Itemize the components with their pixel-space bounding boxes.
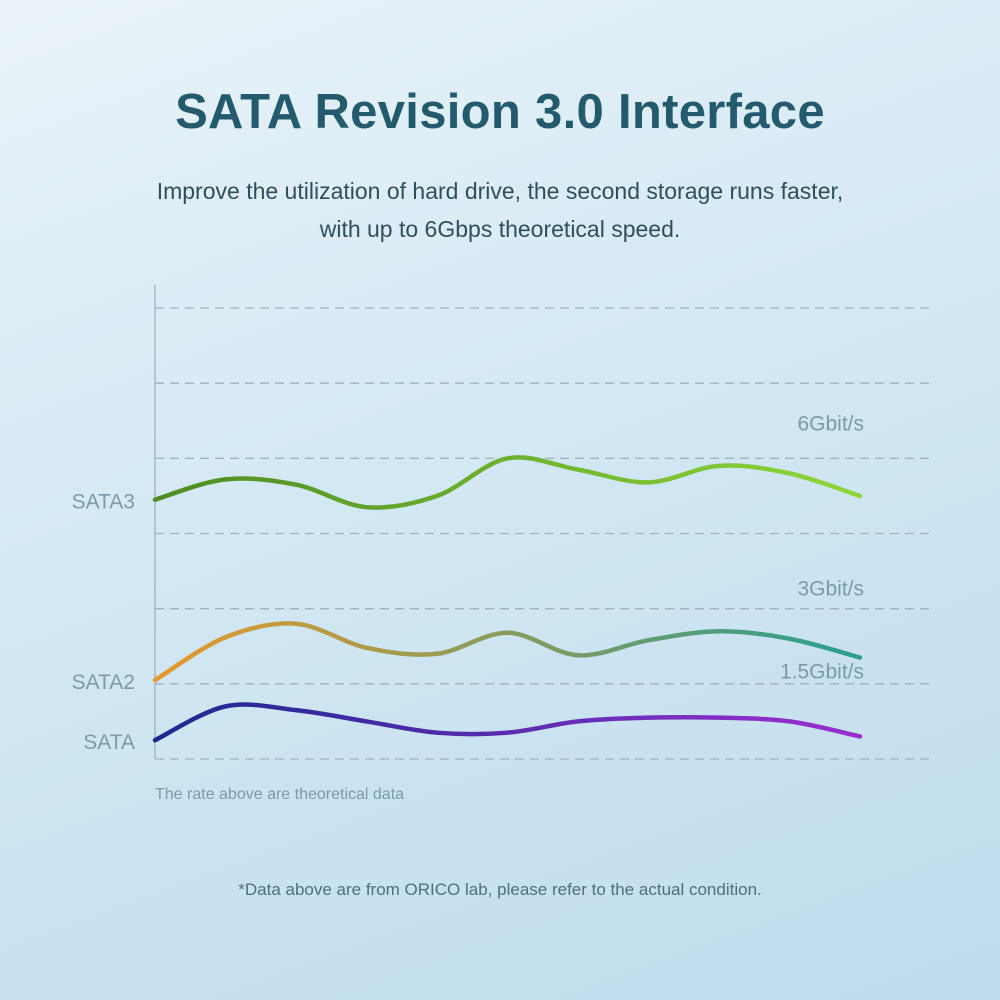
series-name-sata: SATA [83,731,135,754]
rate-label-sata3: 6Gbit/s [797,412,864,435]
label-layer: SATA3 6Gbit/s SATA2 3Gbit/s SATA 1.5Gbit/s [72,412,864,754]
series-name-sata2: SATA2 [72,671,135,694]
series-line-sata [152,702,863,743]
grid-layer [154,285,935,760]
subtitle-line-2: with up to 6Gbps theoretical speed. [319,216,681,242]
rate-label-sata2: 3Gbit/s [797,578,864,601]
theoretical-data-note: The rate above are theoretical data [155,786,405,803]
series-name-sata3: SATA3 [72,491,135,514]
series-line-sata3 [152,455,863,510]
series-layer [152,455,863,743]
page-title: SATA Revision 3.0 Interface [175,85,825,139]
series-line-sata2 [152,621,863,683]
lab-footnote: *Data above are from ORICO lab, please r… [238,880,762,899]
rate-label-sata: 1.5Gbit/s [780,660,864,683]
subtitle-line-1: Improve the utilization of hard drive, t… [156,178,844,204]
page-subtitle: Improve the utilization of hard drive, t… [0,172,1000,248]
